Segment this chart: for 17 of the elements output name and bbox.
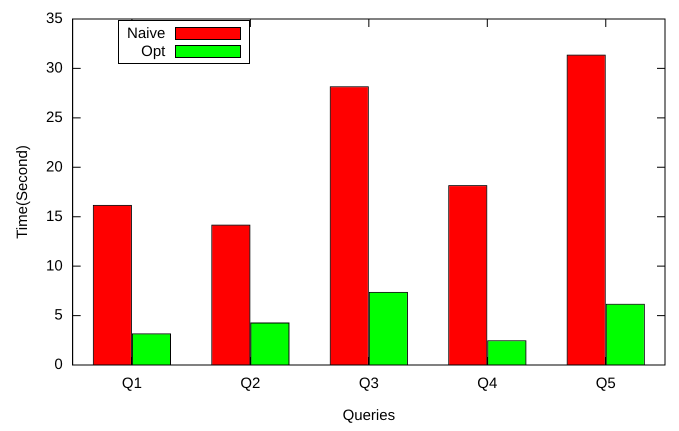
legend-label: Naive (127, 24, 166, 42)
legend-label: Opt (141, 42, 166, 60)
y-tick-label: 10 (46, 257, 63, 274)
y-tick-label: 25 (46, 109, 63, 126)
x-tick-label: Q4 (477, 375, 498, 392)
x-tick-label: Q5 (596, 375, 616, 392)
y-tick-label: 5 (54, 306, 63, 324)
y-tick-label: 0 (54, 356, 63, 374)
x-tick-label: Q3 (358, 375, 379, 392)
y-tick-label: 15 (46, 208, 63, 225)
x-axis-title: Queries (342, 407, 396, 424)
y-tick-label: 35 (46, 10, 63, 28)
y-axis-title: Time(Second) (14, 145, 32, 239)
x-tick-label: Q2 (240, 375, 260, 392)
y-tick-label: 30 (46, 60, 63, 77)
y-tick-label: 20 (46, 158, 63, 176)
x-tick-label: Q1 (122, 375, 142, 392)
